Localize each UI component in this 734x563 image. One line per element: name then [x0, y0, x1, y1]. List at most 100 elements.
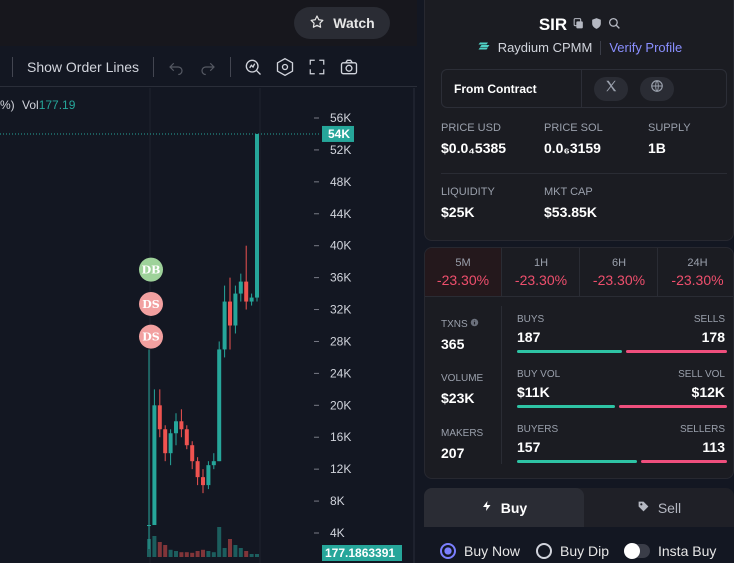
from-contract-label: From Contract: [442, 70, 582, 107]
trade-tabs: Buy Sell: [424, 488, 734, 527]
shield-icon[interactable]: [590, 15, 603, 35]
contract-links-box: From Contract: [441, 69, 727, 108]
y-tick-label: 12K: [330, 462, 351, 476]
makers-label: MAKERS: [441, 428, 484, 439]
makers-stat: MAKERS 207: [441, 428, 483, 461]
timeframe-1h[interactable]: 1H -23.30%: [503, 248, 580, 296]
fullscreen-icon[interactable]: [301, 51, 333, 83]
chart-legend: %) Vol177.19: [0, 98, 75, 112]
copy-icon[interactable]: [572, 15, 585, 35]
volume-bar: [238, 548, 243, 557]
watch-button[interactable]: Watch: [294, 7, 390, 39]
settings-hexagon-icon[interactable]: [269, 51, 301, 83]
volume-label: VOLUME: [441, 373, 484, 384]
volume-bar: [211, 552, 216, 557]
show-order-lines-button[interactable]: Show Order Lines: [27, 58, 140, 75]
tab-sell[interactable]: Sell: [584, 488, 734, 527]
timeframe-change: -23.30%: [436, 272, 490, 288]
y-tick-label: 28K: [330, 334, 351, 348]
stat-label: MKT CAP: [544, 186, 593, 198]
verify-profile-link[interactable]: Verify Profile: [609, 40, 683, 55]
volume-bar: [222, 548, 227, 557]
sellers-stat: SELLERS 113: [680, 424, 725, 455]
trade-marker-label: DS: [142, 331, 160, 344]
volume-bar: [168, 549, 173, 557]
volume-bar: [217, 527, 222, 557]
tag-icon: [637, 500, 650, 516]
trade-marker: [139, 291, 163, 316]
dex-name: Raydium CPMM: [497, 40, 593, 55]
candle-body: [190, 445, 195, 462]
trade-marker-label: DS: [142, 298, 160, 311]
insta-buy-option[interactable]: Insta Buy: [624, 543, 716, 559]
timeframe-label: 5M: [455, 257, 471, 269]
volume-bar: [244, 551, 249, 557]
candle-body: [206, 465, 211, 486]
txns-label-text: TXNS: [441, 319, 468, 330]
price-chart[interactable]: 56K 52K 48K 44K 40K 36K 32K 28K 24K 20K 16K 12K 8K 4K…: [0, 88, 417, 563]
legend-prefix: %): [0, 98, 15, 112]
radio-checked-icon: [440, 543, 456, 559]
txns-stat: TXNS 365: [441, 318, 479, 352]
candle-body: [255, 133, 259, 298]
volume-tag-label: 177.1863391: [325, 546, 395, 560]
candle-body: [184, 429, 189, 446]
toggle-switch[interactable]: [624, 543, 650, 559]
info-icon[interactable]: [470, 318, 479, 330]
candle-body: [238, 281, 243, 294]
y-tick-label: 48K: [330, 175, 351, 189]
timeframe-change: -23.30%: [671, 272, 724, 288]
stat-price-usd: PRICE USD $0.0₄5385: [441, 122, 506, 156]
divider: [600, 40, 602, 55]
y-tick-label: 32K: [330, 303, 351, 317]
undo-icon[interactable]: [160, 51, 192, 83]
chart-topbar: Watch: [0, 0, 417, 46]
current-price-tag: [322, 125, 354, 142]
timeframe-6h[interactable]: 6H -23.30%: [581, 248, 658, 296]
timeframe-5m[interactable]: 5M -23.30%: [425, 248, 502, 296]
chart-toolbar: Show Order Lines: [0, 47, 417, 87]
toolbar-divider: [12, 56, 13, 77]
y-tick-label: 20K: [330, 398, 351, 412]
sells-value: 178: [701, 329, 725, 345]
y-tick-label: 4K: [330, 526, 345, 540]
sells-ratio-bar: [626, 350, 727, 353]
buyers-value: 157: [517, 439, 541, 455]
token-symbol: SIR: [538, 15, 568, 34]
volume-tag: [322, 545, 402, 561]
buyers-stat: BUYERS 157: [517, 424, 558, 455]
candle-body: [228, 301, 232, 326]
volume-bar: [249, 554, 254, 557]
volume-bar: [184, 552, 189, 557]
transactions-card: 5M -23.30% 1H -23.30% 6H -23.30% 24H -23…: [424, 247, 734, 479]
volume-bar: [174, 551, 178, 557]
camera-icon[interactable]: [333, 51, 365, 83]
divider: [441, 173, 727, 174]
website-link[interactable]: [640, 76, 674, 101]
trade-marker: [139, 257, 163, 282]
x-twitter-link[interactable]: [594, 76, 628, 101]
y-tick-label: 56K: [330, 111, 351, 125]
sell-volume-ratio-bar: [619, 405, 727, 408]
txns-value: 365: [441, 336, 465, 352]
indicator-icon[interactable]: [237, 51, 269, 83]
volume-bar: [255, 554, 259, 557]
token-card: SIR Raydium CPMM Verify Profile: [424, 0, 734, 241]
buy-now-option[interactable]: Buy Now: [440, 543, 520, 559]
txns-label: TXNS: [441, 318, 479, 330]
trade-marker: [139, 324, 163, 349]
tab-buy[interactable]: Buy: [424, 488, 584, 527]
sellers-label: SELLERS: [679, 424, 725, 435]
candle-body: [163, 429, 168, 454]
buy-dip-option[interactable]: Buy Dip: [536, 543, 609, 559]
stat-label: SUPPLY: [648, 122, 691, 134]
search-icon[interactable]: [608, 15, 621, 35]
sellers-ratio-bar: [641, 460, 727, 463]
timeframe-24h[interactable]: 24H -23.30%: [659, 248, 733, 296]
divider: [425, 296, 733, 297]
redo-icon[interactable]: [192, 51, 224, 83]
tab-sell-label: Sell: [657, 499, 682, 516]
stat-value: 0.0₆3159: [544, 140, 601, 156]
candle-body: [201, 477, 205, 486]
volume-stat: VOLUME $23K: [441, 373, 483, 406]
